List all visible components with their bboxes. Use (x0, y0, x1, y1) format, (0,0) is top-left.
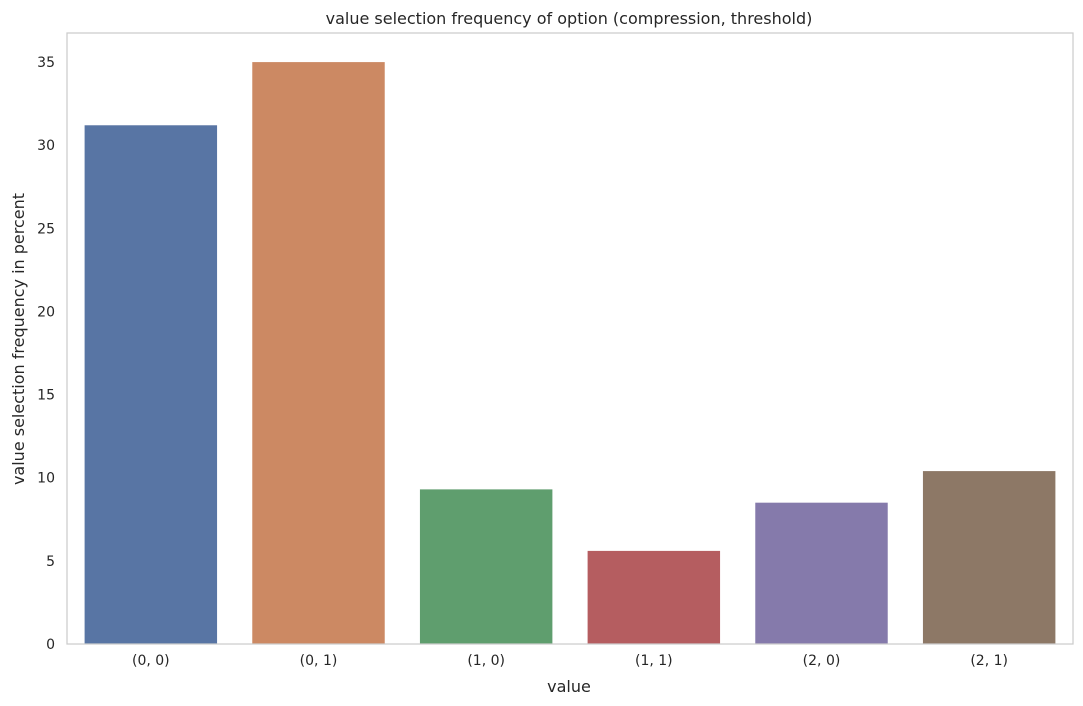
chart-title: value selection frequency of option (com… (326, 9, 813, 28)
x-tick-label: (1, 1) (635, 653, 673, 669)
x-tick-label: (0, 0) (132, 653, 170, 669)
y-tick-label: 10 (37, 471, 55, 487)
y-tick-label: 15 (37, 388, 55, 404)
y-tick-label: 20 (37, 304, 55, 320)
plot-frame (66, 32, 1074, 645)
bar-3 (587, 550, 721, 644)
x-axis-label: value (547, 677, 591, 696)
x-tick-label: (2, 0) (803, 653, 841, 669)
y-axis-ticks: 0 5 10 15 20 25 30 35 (37, 55, 55, 653)
y-tick-label: 30 (37, 138, 55, 154)
y-tick-label: 5 (46, 554, 55, 570)
x-axis-ticks: (0, 0) (0, 1) (1, 0) (1, 1) (2, 0) (2, 1) (132, 653, 1008, 669)
y-tick-label: 0 (46, 637, 55, 653)
plot-area (84, 62, 1056, 645)
bar-4 (755, 502, 888, 644)
y-axis-label: value selection frequency in percent (9, 193, 28, 485)
x-tick-label: (2, 1) (970, 653, 1008, 669)
bar-1 (252, 62, 385, 645)
y-tick-label: 25 (37, 221, 55, 237)
bar-0 (84, 125, 218, 645)
x-tick-label: (1, 0) (467, 653, 505, 669)
bar-5 (922, 471, 1056, 644)
x-tick-label: (0, 1) (300, 653, 338, 669)
y-tick-label: 35 (37, 55, 55, 71)
bar-2 (419, 489, 553, 644)
